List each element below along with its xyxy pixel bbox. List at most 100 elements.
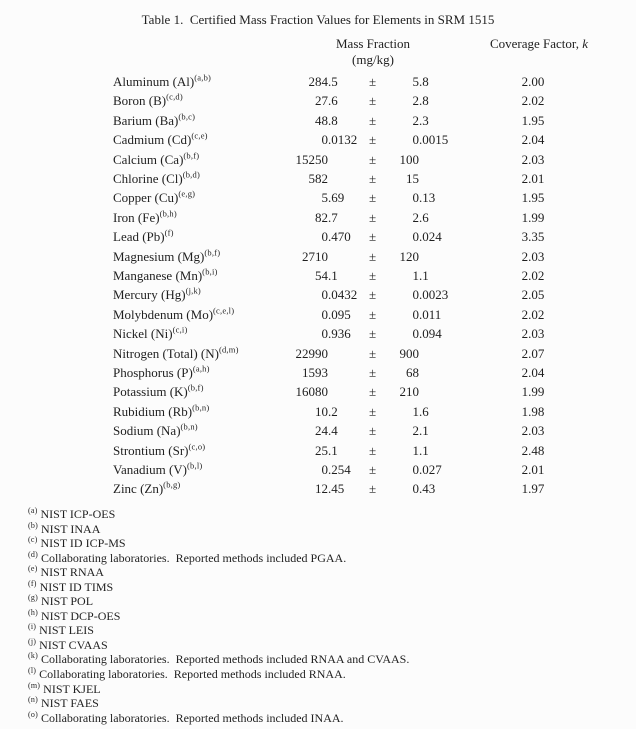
element-name: Vanadium (V)(b,l): [113, 460, 202, 479]
plus-minus-sign: ±: [369, 268, 377, 283]
plus-minus-sign: ±: [369, 93, 377, 109]
table-row: Aluminum (Al)(a,b) 284 .5 ± 5 .8 2.00: [0, 72, 636, 91]
table-row: Molybdenum (Mo)(c,e,l) 0 .095 ± 0 .011 2…: [0, 305, 636, 324]
plus-minus-sign: ±: [369, 462, 377, 477]
element-name: Aluminum (Al)(a,b): [113, 72, 211, 91]
coverage-factor-value: 1.98: [521, 403, 545, 419]
plus-minus-sign: ±: [369, 209, 377, 225]
element-footnote-refs: (b,h): [159, 208, 177, 219]
table-row: Nickel (Ni)(c,i) 0 .936 ± 0 .094 2.03: [0, 324, 636, 343]
table-row: Lead (Pb)(f) 0 .470 ± 0 .024 3.35: [0, 227, 636, 246]
element-footnote-refs: (b,l): [187, 460, 203, 471]
footnote: (h) NIST DCP-OES: [28, 608, 628, 624]
footnote-text: NIST LEIS: [39, 623, 94, 638]
element-footnote-refs: (b,i): [202, 266, 218, 277]
plus-minus-sign: ±: [369, 151, 377, 167]
coverage-factor-value: 2.01: [521, 171, 545, 186]
element-name: Lead (Pb)(f): [113, 227, 174, 246]
uncertainty-integer: 2: [412, 423, 420, 439]
footnote-text: NIST INAA: [40, 521, 101, 536]
table-title: Table 1. Certified Mass Fraction Values …: [141, 12, 495, 27]
coverage-factor-value: 3.35: [521, 229, 545, 245]
footnote-text: NIST ID ICP-MS: [40, 536, 126, 551]
plus-minus-sign: ±: [369, 112, 377, 128]
value-integer: 284: [308, 74, 329, 89]
element-footnote-refs: (c,o): [188, 441, 206, 452]
uncertainty-fraction: .0023: [419, 287, 449, 303]
uncertainty-fraction: .8: [419, 74, 429, 89]
coverage-factor-value: 1.95: [521, 112, 545, 128]
value-integer: 48: [315, 112, 328, 128]
element-label: Aluminum (Al): [113, 74, 195, 89]
uncertainty-integer: 15: [406, 171, 419, 186]
footnote: (i) NIST LEIS: [28, 623, 628, 638]
element-footnote-refs: (b,f): [204, 247, 221, 258]
uncertainty-integer: 1: [412, 403, 420, 419]
uncertainty-fraction: .027: [419, 462, 442, 477]
element-footnote-refs: (b,d): [182, 169, 200, 180]
uncertainty-fraction: .13: [419, 190, 436, 206]
coverage-factor-value: 2.02: [521, 93, 545, 109]
footnote-text: Collaborating laboratories. Reported met…: [40, 652, 410, 667]
footnote-text: NIST DCP-OES: [40, 608, 121, 623]
value-integer: 15250: [295, 151, 329, 167]
element-footnote-refs: (b,f): [187, 383, 204, 394]
table-row: Chlorine (Cl)(b,d) 582 ± 15 2.01: [0, 169, 636, 188]
plus-minus-sign: ±: [369, 345, 377, 361]
element-name: Strontium (Sr)(c,o): [113, 441, 205, 460]
uncertainty-integer: 0: [412, 132, 420, 148]
value-integer: 0: [321, 287, 329, 303]
footnote-text: Collaborating laboratories. Reported met…: [39, 667, 346, 682]
uncertainty-fraction: .1: [419, 423, 429, 439]
element-footnote-refs: (d,m): [218, 344, 239, 355]
element-label: Boron (B): [113, 93, 167, 109]
table-row: Calcium (Ca)(b,f) 15250 ± 100 2.03: [0, 150, 636, 169]
value-integer: 54: [315, 268, 328, 283]
uncertainty-integer: 2: [412, 93, 420, 109]
element-label: Iron (Fe): [113, 209, 160, 225]
element-name: Nickel (Ni)(c,i): [113, 324, 187, 343]
uncertainty-integer: 0: [412, 326, 420, 342]
uncertainty-fraction: .6: [419, 403, 429, 419]
plus-minus-sign: ±: [369, 384, 377, 400]
plus-minus-sign: ±: [369, 326, 377, 342]
footnote-marker: (e): [28, 564, 38, 574]
value-integer: 25: [315, 442, 328, 458]
element-name: Barium (Ba)(b,c): [113, 111, 195, 130]
element-label: Chlorine (Cl): [113, 171, 183, 186]
element-name: Cadmium (Cd)(c,e): [113, 130, 208, 149]
mass-fraction-unit: (mg/kg): [352, 52, 394, 67]
value-fraction: .2: [328, 403, 338, 419]
value-integer: 0: [321, 132, 329, 148]
footnote: (e) NIST RNAA: [28, 565, 628, 580]
plus-minus-sign: ±: [369, 365, 377, 380]
element-label: Barium (Ba): [113, 112, 179, 128]
value-fraction: .1: [328, 442, 338, 458]
value-fraction: .0432: [328, 287, 358, 303]
element-name: Calcium (Ca)(b,f): [113, 150, 199, 169]
value-integer: 22990: [295, 345, 329, 361]
table-row: Potassium (K)(b,f) 16080 ± 210 1.99: [0, 382, 636, 401]
value-integer: 16080: [295, 384, 329, 400]
coverage-factor-value: 2.02: [521, 268, 545, 283]
plus-minus-sign: ±: [369, 442, 377, 458]
footnote-marker: (a): [28, 506, 38, 515]
uncertainty-integer: 0: [412, 306, 420, 322]
value-fraction: .4: [328, 423, 338, 439]
footnote-marker: (k): [28, 651, 38, 661]
plus-minus-sign: ±: [369, 171, 377, 186]
value-fraction: .8: [328, 112, 338, 128]
element-label: Rubidium (Rb): [113, 403, 193, 419]
plus-minus-sign: ±: [369, 423, 377, 439]
coverage-factor-value: 2.04: [521, 132, 545, 148]
element-name: Iron (Fe)(b,h): [113, 208, 177, 227]
table-row: Mercury (Hg)(j,k) 0 .0432 ± 0 .0023 2.05: [0, 285, 636, 304]
coverage-factor-value: 2.00: [521, 74, 545, 89]
coverage-factor-value: 2.03: [521, 151, 545, 167]
footnote: (b) NIST INAA: [28, 521, 628, 537]
coverage-factor-value: 2.03: [521, 423, 545, 439]
element-label: Strontium (Sr): [113, 442, 189, 458]
footnote-text: NIST ICP-OES: [40, 507, 116, 521]
value-integer: 1593: [302, 365, 328, 380]
